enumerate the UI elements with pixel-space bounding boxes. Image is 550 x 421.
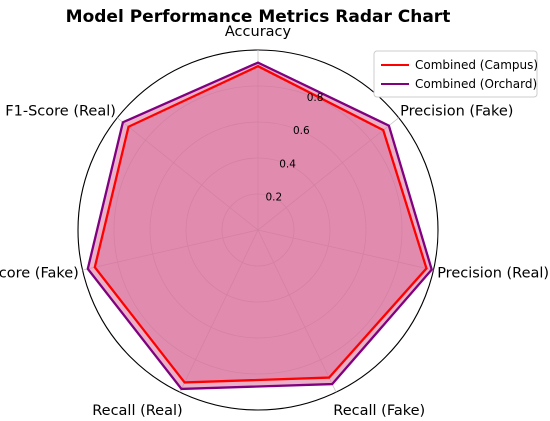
legend-box [373,50,538,98]
radial-tick-labels: 0.2 0.4 0.6 0.8 [265,92,323,204]
legend: Combined (Campus) Combined (Orchard) [373,50,538,98]
tick-label-0: 0.2 [265,192,282,204]
legend-label-1: Combined (Orchard) [415,77,537,91]
category-label-6: F1-Score (Real) [5,103,116,119]
series-line-1 [86,61,434,391]
chart-title: Model Performance Metrics Radar Chart [66,7,451,27]
tick-label-1: 0.4 [279,159,296,171]
tick-label-2: 0.6 [293,125,310,137]
category-label-4: Recall (Real) [92,403,182,419]
category-label-1: Precision (Fake) [400,103,513,119]
series-line-0 [93,64,428,384]
legend-label-0: Combined (Campus) [415,58,538,72]
series-fill-0 [94,66,427,383]
radar-series [86,61,434,391]
category-label-0: Accuracy [225,24,292,40]
category-labels: Accuracy Precision (Fake) Precision (Real)… [0,24,549,419]
category-label-2: Precision (Real) [437,266,549,282]
category-label-3: Recall (Fake) [333,403,425,419]
tick-label-3: 0.8 [307,92,324,104]
category-label-5: F1-Score (Fake) [0,266,79,282]
